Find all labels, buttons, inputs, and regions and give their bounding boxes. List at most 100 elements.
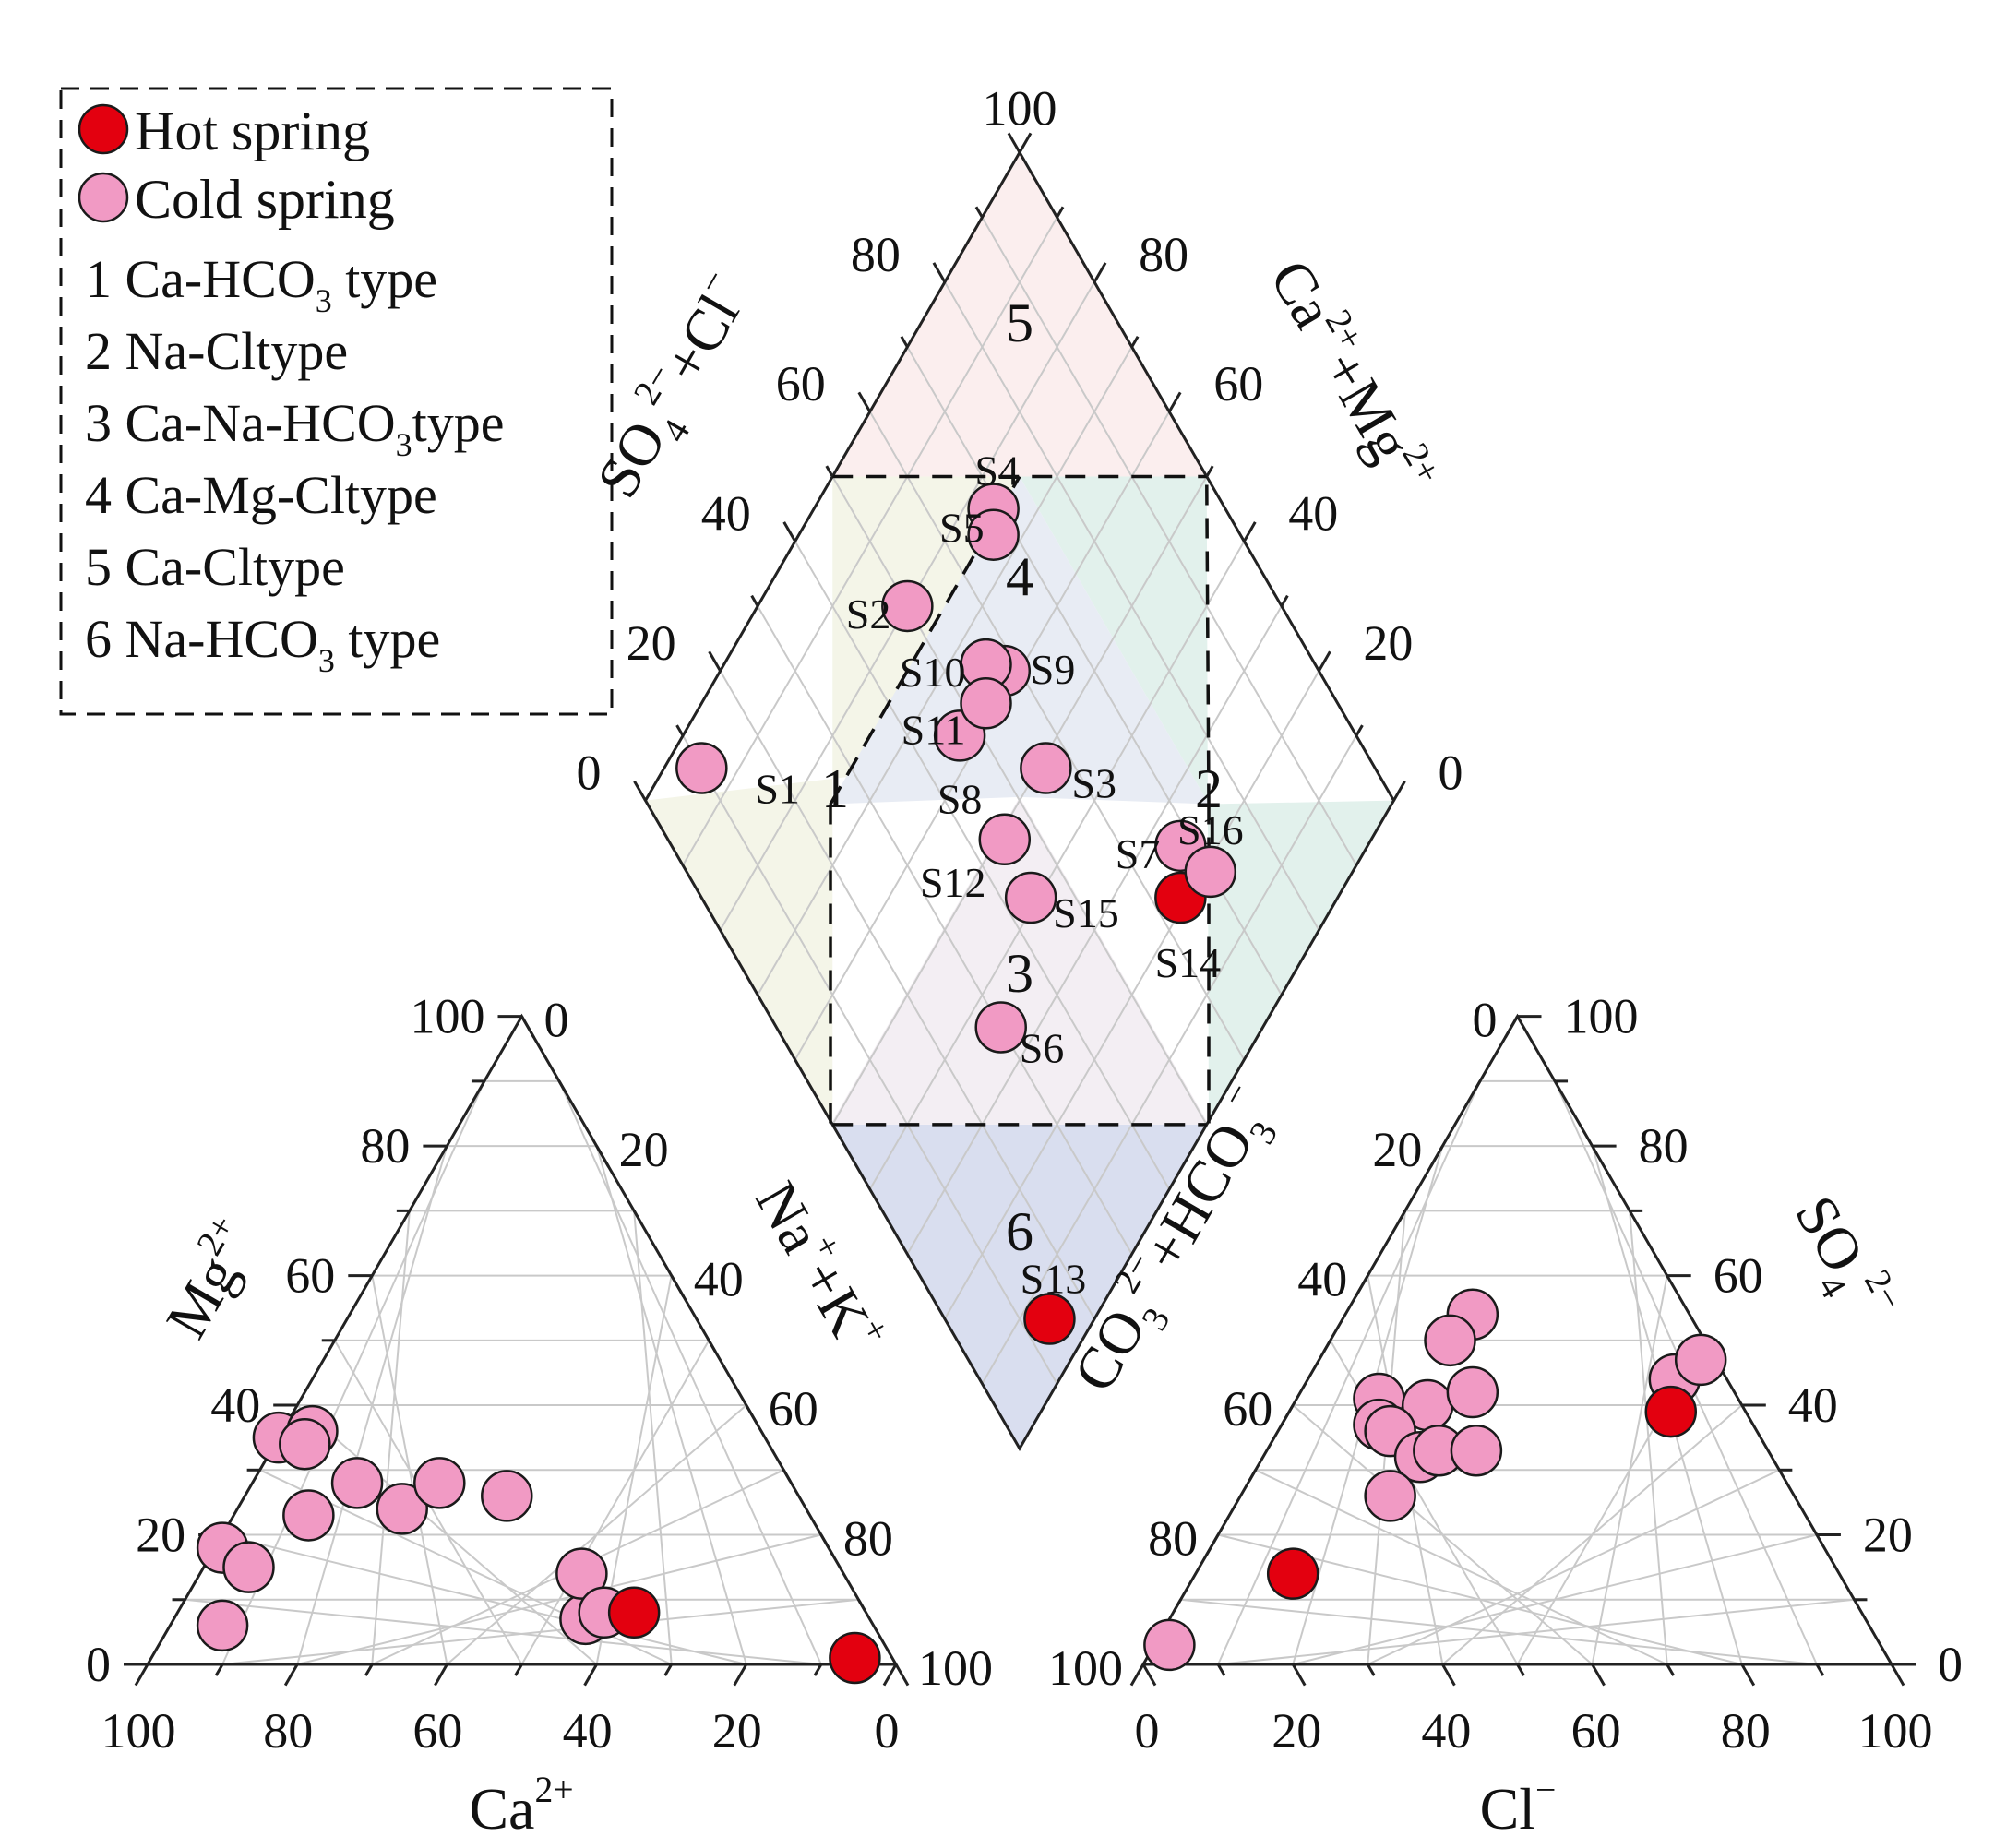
diamond-tick: [1280, 594, 1289, 607]
cation-ca-tick: 80: [263, 1703, 313, 1759]
region-3: [830, 796, 1209, 1125]
region-label-2: 2: [1195, 758, 1223, 819]
cation-point-3: [222, 1541, 275, 1593]
anion-tick: [1204, 1533, 1220, 1556]
diamond-tick: [1167, 391, 1182, 412]
cation-tick: [670, 1274, 686, 1297]
diamond-grid: [868, 411, 1246, 1061]
cation-mg-tick: 0: [86, 1637, 111, 1692]
diamond-right-tick: 80: [1139, 227, 1188, 282]
cation-mg-tick: 40: [210, 1377, 260, 1433]
diamond-grid: [944, 281, 1320, 931]
legend-hot-label: Hot spring: [135, 101, 370, 161]
cation-point-8: [282, 1489, 335, 1542]
sample-label-S8: S8: [937, 775, 983, 822]
so4-axis-title: SO42−: [1773, 1182, 1912, 1339]
cation-tick: [733, 1663, 748, 1687]
region-label-5: 5: [1006, 292, 1033, 353]
cation-ca-tick: 0: [875, 1703, 900, 1759]
anion-tick: [1141, 1663, 1157, 1687]
anion-tick: [1472, 1080, 1482, 1093]
cation-tick: [520, 1015, 535, 1039]
cation-nak-tick: 60: [769, 1381, 818, 1437]
cation-grid: [595, 1145, 747, 1665]
cation-point-6: [279, 1417, 331, 1471]
anion-grid: [1255, 1469, 1668, 1665]
sample-label-S12: S12: [920, 859, 986, 906]
cation-tick: [583, 1663, 598, 1687]
legend-type-5: 5 Ca-Cltype: [85, 537, 345, 597]
anion-tick: [1397, 1210, 1407, 1223]
cation-nak-tick: 20: [619, 1122, 669, 1177]
anion-point-15: [1674, 1333, 1727, 1387]
anion-point-13: [1364, 1470, 1416, 1522]
mg-axis-title: Mg2+: [148, 1208, 270, 1348]
diamond-tick: [1007, 132, 1021, 154]
diamond-tick: [825, 465, 834, 478]
diamond-tick: [1318, 650, 1331, 672]
sample-label-S9: S9: [1031, 646, 1076, 693]
anion-triangle: 0 0 0 20 20 20 40 40 40 60 60 60 80 80 80 100 100 100: [1048, 989, 1963, 1759]
anion-tick: [1366, 1663, 1376, 1676]
ca-axis-title: Ca2+: [469, 1770, 573, 1842]
legend-type-6: 6 Na-HCO3 type: [85, 609, 440, 679]
anion-cl-tick: 100: [1858, 1703, 1933, 1759]
diamond-grid: [682, 217, 1058, 866]
cation-tick: [894, 1663, 910, 1687]
cation-point-16: [829, 1631, 881, 1685]
diamond-tick: [974, 206, 984, 219]
anion-tick: [1504, 1015, 1519, 1039]
diamond-point-S6: [974, 1001, 1027, 1054]
cation-mg-tick: 80: [360, 1118, 410, 1174]
legend-hot-marker: [78, 103, 129, 155]
anion-point-4: [1424, 1314, 1476, 1367]
diamond-tick: [857, 391, 872, 412]
cation-tick: [707, 1340, 717, 1353]
region-label-4: 4: [1006, 546, 1033, 607]
anion-point-12: [1450, 1424, 1503, 1477]
sample-label-S13: S13: [1021, 1256, 1087, 1303]
cation-mg-tick: 20: [136, 1508, 185, 1563]
diamond-tick: [1242, 521, 1257, 542]
diamond-left-tick: 20: [627, 615, 676, 671]
cation-nak-tick: 40: [694, 1252, 744, 1307]
diamond-point-S15: [1004, 871, 1057, 924]
sample-label-S2: S2: [846, 590, 891, 638]
diamond-right-tick: 0: [1439, 745, 1463, 801]
diamond-right-tick: 40: [1288, 486, 1338, 542]
diamond-grid: [757, 346, 1133, 996]
diamond-top-tick: 100: [983, 80, 1057, 136]
anion-grid: [1591, 1275, 1668, 1665]
region-6: [832, 1124, 1207, 1449]
cation-point-11: [481, 1470, 533, 1522]
anion-so4-tick: 0: [1938, 1637, 1963, 1692]
diamond-point-S1: [675, 742, 728, 794]
anion-co3-tick: 80: [1148, 1511, 1198, 1567]
diamond-tick: [900, 335, 909, 348]
diamond-point-S13: [1023, 1293, 1076, 1345]
anion-tick: [1740, 1663, 1756, 1687]
legend-cold-marker: [78, 172, 129, 223]
diamond-tick: [1130, 335, 1140, 348]
diamond-tick: [1392, 781, 1406, 802]
cation-nak-tick: 100: [918, 1640, 993, 1696]
sample-label-S11: S11: [902, 706, 966, 753]
legend-cold-label: Cold spring: [135, 169, 395, 230]
anion-so4-tick: 60: [1713, 1248, 1763, 1304]
diamond-divider: [1205, 476, 1211, 805]
region-4: [830, 476, 1209, 805]
cation-tick: [283, 1663, 299, 1687]
diamond-tick: [1056, 206, 1065, 219]
diamond-tick: [932, 262, 947, 283]
legend-type-3: 3 Ca-Na-HCO3type: [85, 393, 505, 463]
cation-tick: [857, 1599, 866, 1612]
so4-cl-axis-title: SO42−+Cl−: [579, 262, 772, 514]
cation-tick: [632, 1210, 642, 1223]
sample-label-S10: S10: [900, 649, 966, 696]
cation-tick: [214, 1663, 224, 1676]
sample-label-S5: S5: [939, 505, 985, 552]
diamond-tick: [782, 521, 797, 542]
sample-label-S6: S6: [1020, 1024, 1065, 1071]
diamond-tick: [633, 781, 647, 802]
